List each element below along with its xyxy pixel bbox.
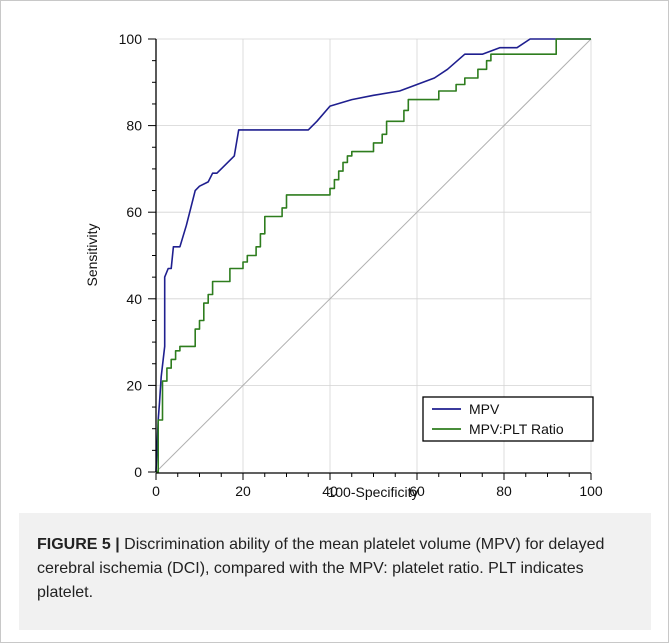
series-line-mpv — [155, 38, 591, 473]
x-tick-label: 40 — [322, 483, 338, 499]
y-tick-label: 0 — [134, 464, 142, 480]
x-tick-label: 60 — [409, 483, 425, 499]
x-tick-label: 80 — [496, 483, 512, 499]
x-tick-label: 100 — [579, 483, 603, 499]
caption-panel: FIGURE 5 | Discrimination ability of the… — [19, 513, 651, 630]
legend: MPV MPV:PLT Ratio — [422, 396, 594, 442]
x-axis-label: 100-Specificity — [327, 484, 418, 500]
x-tick-label: 0 — [152, 483, 160, 499]
caption-body: Discrimination ability of the mean plate… — [37, 536, 605, 601]
legend-label-mpv: MPV — [469, 401, 500, 417]
x-tick-label: 20 — [235, 483, 251, 499]
series-line-mpv-plt-ratio — [156, 38, 591, 473]
y-tick-label: 40 — [126, 291, 142, 307]
legend-label-mpv-plt-ratio: MPV:PLT Ratio — [469, 421, 564, 437]
y-axis-label: Sensitivity — [84, 223, 100, 286]
y-tick-label: 80 — [126, 118, 142, 134]
caption-label: FIGURE 5 | — [37, 536, 120, 553]
roc-chart: 0 20 40 60 80 100 0 20 40 60 80 100 Sensitivity 100… — [84, 31, 603, 500]
y-tick-label: 100 — [119, 31, 143, 47]
y-tick-label: 60 — [126, 204, 142, 220]
reference-line-layer — [155, 38, 592, 473]
reference-diagonal-line — [155, 38, 592, 473]
legend-box — [422, 396, 594, 442]
figure-caption: FIGURE 5 | Discrimination ability of the… — [37, 533, 641, 605]
grid-layer — [156, 38, 592, 472]
y-tick-label: 20 — [126, 377, 142, 393]
series-layer — [155, 38, 591, 473]
axis-layer: 0 20 40 60 80 100 0 20 40 60 80 100 — [119, 31, 603, 499]
